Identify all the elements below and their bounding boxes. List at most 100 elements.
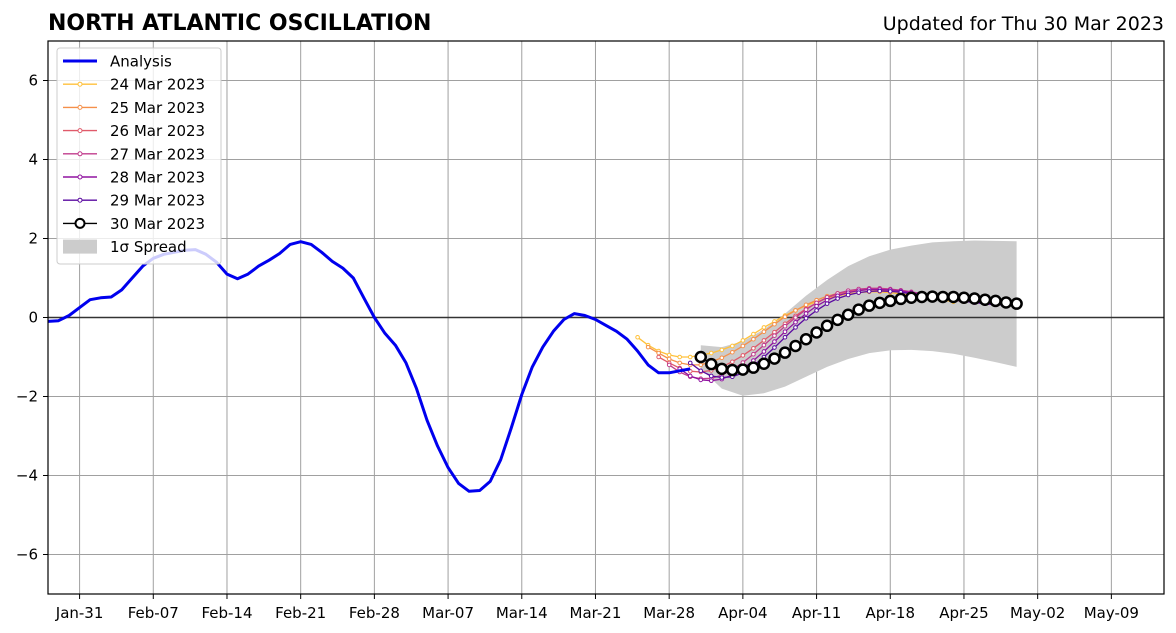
forecast-point xyxy=(841,308,855,321)
forecast-point xyxy=(884,294,897,308)
forecast-point xyxy=(719,347,725,353)
forecast-point xyxy=(793,319,798,325)
x-tick-label: Apr-11 xyxy=(792,604,842,622)
forecast-point xyxy=(635,334,640,340)
forecast-point xyxy=(803,311,809,316)
forecast-point xyxy=(862,299,876,312)
legend-label: 1σ Spread xyxy=(110,238,187,256)
y-tick-label: −2 xyxy=(16,388,38,406)
forecast-series xyxy=(635,285,1023,384)
forecast-point xyxy=(740,353,746,358)
forecast-point xyxy=(736,363,750,376)
forecast-point xyxy=(751,346,756,351)
legend-label: 27 Mar 2023 xyxy=(110,145,205,163)
forecast-point xyxy=(761,342,767,348)
legend-item: Analysis xyxy=(63,53,172,71)
forecast-point xyxy=(772,345,777,350)
forecast-point xyxy=(666,362,672,368)
forecast-point xyxy=(677,360,682,366)
forecast-point xyxy=(782,323,788,329)
forecast-point xyxy=(1010,297,1023,310)
forecast-point xyxy=(782,314,788,320)
y-tick-label: −4 xyxy=(16,467,38,485)
forecast-point xyxy=(698,368,704,374)
y-tick-label: 2 xyxy=(28,230,38,248)
forecast-point xyxy=(761,325,767,330)
forecast-point xyxy=(719,355,725,361)
forecast-point xyxy=(782,334,788,340)
y-tick-label: 0 xyxy=(28,309,38,327)
forecast-point xyxy=(803,307,809,312)
legend-label: 29 Mar 2023 xyxy=(110,192,205,210)
legend-item: 30 Mar 2023 xyxy=(63,215,205,233)
y-tick-label: 4 xyxy=(28,151,38,169)
forecast-point xyxy=(761,329,767,335)
legend-marker xyxy=(74,217,86,229)
legend-marker xyxy=(77,104,83,110)
forecast-point xyxy=(666,352,672,358)
forecast-point xyxy=(687,354,693,360)
forecast-point xyxy=(803,302,809,308)
forecast-point xyxy=(824,301,830,306)
forecast-point xyxy=(772,339,777,344)
forecast-point xyxy=(751,336,756,342)
forecast-point xyxy=(856,290,861,295)
forecast-point xyxy=(694,350,708,364)
x-tick-label: Feb-07 xyxy=(128,604,179,622)
forecast-point xyxy=(656,354,661,360)
forecast-point xyxy=(905,291,918,304)
forecast-point xyxy=(730,349,735,355)
legend-marker xyxy=(77,197,83,203)
y-tick-label: −6 xyxy=(16,546,38,564)
forecast-point xyxy=(708,378,714,384)
forecast-point xyxy=(751,351,756,357)
forecast-point xyxy=(666,356,672,362)
x-tick-label: Jan-31 xyxy=(55,604,104,622)
legend-item: 27 Mar 2023 xyxy=(63,145,205,163)
forecast-point xyxy=(873,296,886,310)
forecast-point xyxy=(772,321,777,327)
legend-label: Analysis xyxy=(110,53,172,71)
forecast-point xyxy=(768,352,781,365)
forecast-point xyxy=(730,359,735,365)
forecast-point xyxy=(957,291,971,304)
forecast-point xyxy=(757,357,771,370)
y-tick-label: 6 xyxy=(28,72,38,90)
forecast-point xyxy=(793,308,798,313)
legend-item: 28 Mar 2023 xyxy=(63,169,205,187)
chart-subtitle: Updated for Thu 30 Mar 2023 xyxy=(883,13,1164,35)
forecast-point xyxy=(814,308,819,313)
legend-item: 25 Mar 2023 xyxy=(63,99,205,117)
forecast-point xyxy=(866,289,872,294)
forecast-point xyxy=(782,329,788,335)
forecast-point xyxy=(789,339,802,353)
forecast-point xyxy=(947,290,960,304)
forecast-point xyxy=(810,326,823,339)
forecast-point xyxy=(730,343,735,349)
x-tick-label: Feb-14 xyxy=(201,604,252,622)
forecast-point xyxy=(894,292,908,306)
forecast-point xyxy=(799,332,813,346)
forecast-point xyxy=(715,362,729,376)
forecast-30-mar-2023 xyxy=(694,290,1023,377)
legend-item: 1σ Spread xyxy=(63,238,187,256)
forecast-point xyxy=(936,290,950,304)
forecast-point xyxy=(926,290,939,303)
legend-label: 26 Mar 2023 xyxy=(110,122,205,140)
forecast-point xyxy=(814,303,819,309)
forecast-point xyxy=(778,346,792,359)
x-tick-label: Mar-07 xyxy=(422,604,474,622)
forecast-point xyxy=(708,350,714,356)
x-tick-label: Apr-18 xyxy=(866,604,916,622)
forecast-point xyxy=(803,315,809,321)
analysis-series xyxy=(47,240,691,493)
forecast-point xyxy=(687,360,693,366)
legend-item: 29 Mar 2023 xyxy=(63,192,205,210)
forecast-point xyxy=(845,292,851,298)
x-tick-label: Mar-21 xyxy=(570,604,622,622)
forecast-point xyxy=(989,294,1002,308)
forecast-point xyxy=(887,289,893,294)
legend-label: 28 Mar 2023 xyxy=(110,169,205,187)
legend-marker xyxy=(77,151,83,157)
x-tick-label: Apr-25 xyxy=(939,604,989,622)
